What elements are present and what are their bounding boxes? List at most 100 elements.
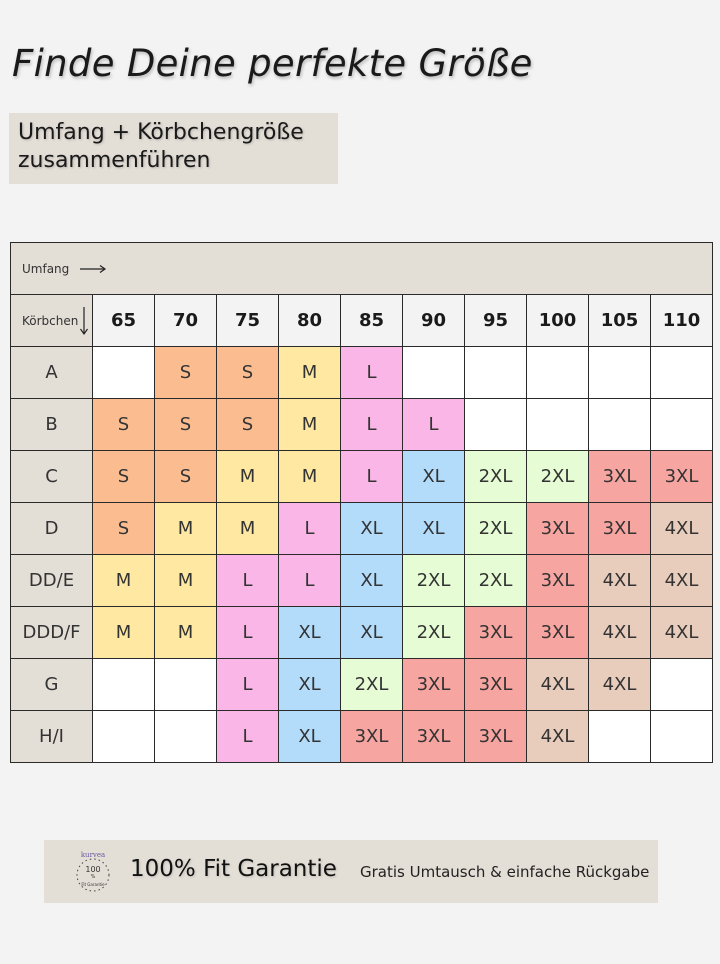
size-chart-table: Umfang Körbchen 65 70 75 80 85 90 95 100 105 110 … bbox=[10, 242, 713, 763]
cup-label: D bbox=[10, 502, 93, 555]
size-cell: 3XL bbox=[526, 554, 589, 607]
size-cell: 4XL bbox=[650, 554, 713, 607]
size-cell: 4XL bbox=[588, 658, 651, 711]
size-cell bbox=[464, 346, 527, 399]
cup-label: A bbox=[10, 346, 93, 399]
fit-guarantee-banner: kurvea 100 % Fit Garantie 100% Fit Garan… bbox=[44, 840, 658, 903]
koerbchen-header: Körbchen bbox=[10, 294, 93, 347]
size-cell: M bbox=[92, 554, 155, 607]
umfang-row: Umfang bbox=[10, 242, 713, 295]
umfang-label: Umfang bbox=[22, 261, 70, 276]
table-row: DD/E M M L L XL 2XL 2XL 3XL 4XL 4XL bbox=[10, 554, 713, 607]
size-cell: XL bbox=[402, 502, 465, 555]
column-header-row: Körbchen 65 70 75 80 85 90 95 100 105 110 bbox=[10, 294, 713, 347]
fit-guarantee-title: 100% Fit Garantie bbox=[130, 856, 337, 882]
page-title: Finde Deine perfekte Größe bbox=[12, 42, 533, 85]
column-header-110: 110 bbox=[650, 294, 713, 347]
fit-guarantee-subtitle: Gratis Umtausch & einfache Rückgabe bbox=[360, 863, 650, 881]
table-row: DDD/F M M L XL XL 2XL 3XL 3XL 4XL 4XL bbox=[10, 606, 713, 659]
column-header-65: 65 bbox=[92, 294, 155, 347]
size-cell: XL bbox=[402, 450, 465, 503]
size-cell: 3XL bbox=[464, 606, 527, 659]
size-cell: M bbox=[216, 502, 279, 555]
size-cell: 3XL bbox=[650, 450, 713, 503]
badge-subtext: Fit Garantie bbox=[81, 882, 105, 887]
size-cell: 3XL bbox=[464, 710, 527, 763]
size-cell: M bbox=[278, 450, 341, 503]
size-cell: 2XL bbox=[464, 450, 527, 503]
column-header-70: 70 bbox=[154, 294, 217, 347]
size-cell: 2XL bbox=[464, 502, 527, 555]
size-cell bbox=[650, 710, 713, 763]
size-cell: XL bbox=[278, 658, 341, 711]
table-row: H/I L XL 3XL 3XL 3XL 4XL bbox=[10, 710, 713, 763]
size-cell: L bbox=[340, 398, 403, 451]
size-cell: 3XL bbox=[526, 502, 589, 555]
column-header-80: 80 bbox=[278, 294, 341, 347]
size-cell: L bbox=[402, 398, 465, 451]
cup-label: H/I bbox=[10, 710, 93, 763]
size-cell: S bbox=[154, 450, 217, 503]
arrow-right-icon bbox=[80, 265, 107, 273]
table-row: C S S M M L XL 2XL 2XL 3XL 3XL bbox=[10, 450, 713, 503]
umfang-header: Umfang bbox=[10, 242, 713, 295]
arrow-down-icon bbox=[80, 307, 88, 336]
size-cell: S bbox=[154, 346, 217, 399]
size-cell: L bbox=[216, 606, 279, 659]
size-cell: M bbox=[154, 606, 217, 659]
size-cell bbox=[588, 346, 651, 399]
size-cell: M bbox=[278, 398, 341, 451]
column-header-105: 105 bbox=[588, 294, 651, 347]
size-cell: 2XL bbox=[340, 658, 403, 711]
size-cell: L bbox=[216, 710, 279, 763]
size-cell: 4XL bbox=[588, 554, 651, 607]
cup-label: DDD/F bbox=[10, 606, 93, 659]
size-cell: XL bbox=[278, 606, 341, 659]
size-cell bbox=[526, 346, 589, 399]
size-cell: L bbox=[340, 450, 403, 503]
badge-percent: % bbox=[90, 874, 96, 880]
size-cell bbox=[464, 398, 527, 451]
size-cell: XL bbox=[340, 606, 403, 659]
size-cell: M bbox=[154, 554, 217, 607]
size-cell bbox=[650, 658, 713, 711]
table-row: D S M M L XL XL 2XL 3XL 3XL 4XL bbox=[10, 502, 713, 555]
column-header-75: 75 bbox=[216, 294, 279, 347]
size-cell: S bbox=[154, 398, 217, 451]
size-cell: L bbox=[216, 554, 279, 607]
size-cell: L bbox=[278, 554, 341, 607]
size-cell bbox=[92, 710, 155, 763]
size-cell: 4XL bbox=[588, 606, 651, 659]
cup-label: C bbox=[10, 450, 93, 503]
size-cell bbox=[92, 658, 155, 711]
size-cell: 3XL bbox=[464, 658, 527, 711]
size-cell: 4XL bbox=[650, 502, 713, 555]
subtitle-line-1: Umfang + Körbchengröße bbox=[18, 120, 304, 145]
size-cell: XL bbox=[340, 502, 403, 555]
size-cell: M bbox=[154, 502, 217, 555]
size-cell bbox=[526, 398, 589, 451]
size-cell bbox=[588, 710, 651, 763]
column-header-95: 95 bbox=[464, 294, 527, 347]
size-cell: 2XL bbox=[402, 606, 465, 659]
table-row: G L XL 2XL 3XL 3XL 4XL 4XL bbox=[10, 658, 713, 711]
size-cell: 2XL bbox=[464, 554, 527, 607]
size-cell: L bbox=[340, 346, 403, 399]
subtitle-box: Umfang + Körbchengröße zusammenführen bbox=[9, 113, 338, 184]
badge-brand: kurvea bbox=[80, 851, 106, 859]
size-cell: S bbox=[216, 398, 279, 451]
size-cell: M bbox=[92, 606, 155, 659]
badge-ring-icon bbox=[76, 858, 110, 892]
size-cell bbox=[92, 346, 155, 399]
size-cell: 3XL bbox=[588, 450, 651, 503]
size-cell: M bbox=[278, 346, 341, 399]
size-cell: M bbox=[216, 450, 279, 503]
subtitle-line-2: zusammenführen bbox=[18, 148, 211, 173]
fit-guarantee-badge-icon: kurvea 100 % Fit Garantie bbox=[72, 851, 114, 893]
size-cell: 2XL bbox=[402, 554, 465, 607]
size-cell: 4XL bbox=[526, 658, 589, 711]
size-cell: 3XL bbox=[526, 606, 589, 659]
koerbchen-label: Körbchen bbox=[22, 313, 79, 328]
size-cell: 3XL bbox=[588, 502, 651, 555]
